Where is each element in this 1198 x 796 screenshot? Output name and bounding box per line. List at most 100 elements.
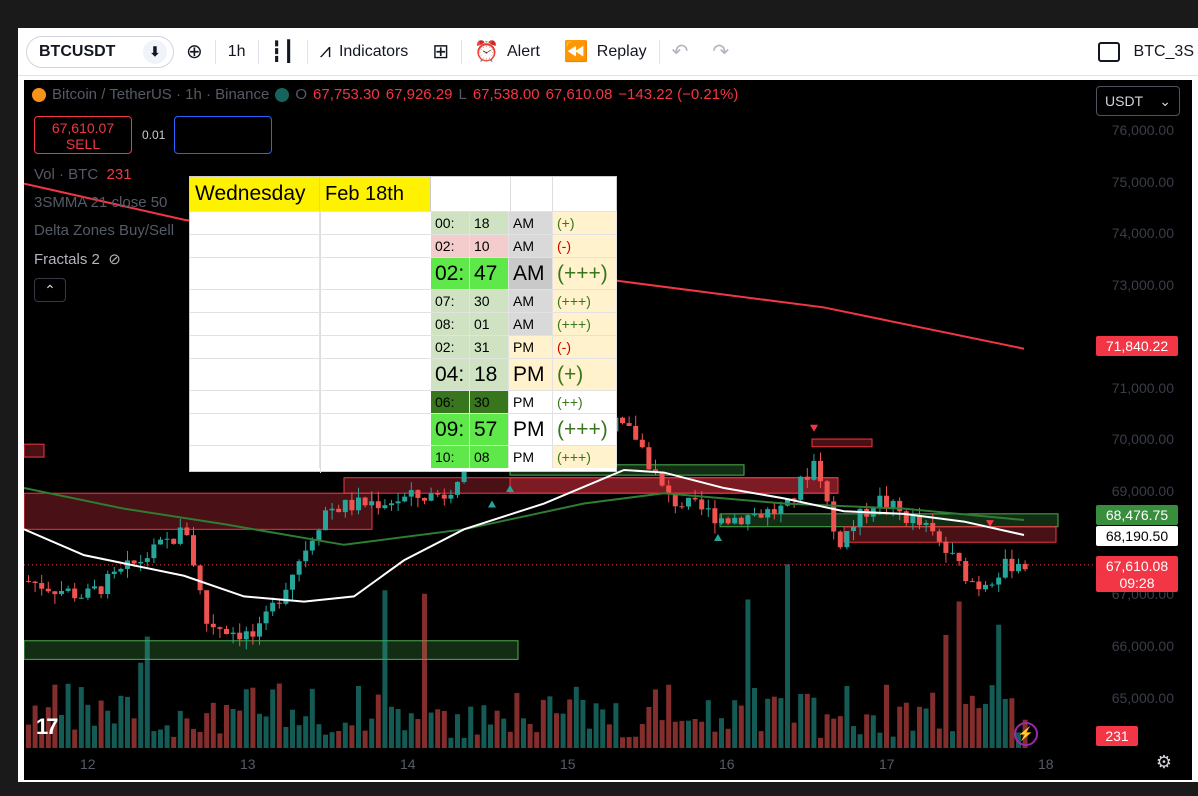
schedule-cell-m: 57 [470, 414, 509, 445]
candle-body [26, 580, 31, 582]
volume-bar [969, 695, 975, 748]
candle-body [356, 497, 361, 511]
price-tag-last: 67,610.08 [1096, 556, 1178, 576]
candle-body [745, 515, 751, 525]
volume-bar [547, 696, 553, 748]
sell-button[interactable]: 67,610.07 SELL [34, 116, 132, 154]
plus-circle-icon: ⊕ [186, 41, 203, 63]
volume-bar [85, 704, 91, 748]
lightning-icon[interactable]: ⚡ [1014, 722, 1038, 746]
schedule-cell-h: 02: [431, 258, 470, 289]
indicator-fractals[interactable]: Fractals 2 ⊘ [34, 250, 121, 268]
frame-left [0, 0, 18, 796]
candle-body [263, 611, 269, 624]
volume-bar [32, 705, 38, 748]
layout-checkbox[interactable] [1097, 42, 1120, 62]
candle-body [270, 602, 276, 612]
tradingview-logo-icon[interactable]: 17 [36, 714, 59, 739]
candle-body [111, 571, 117, 574]
volume-bar [811, 697, 817, 748]
redo-button[interactable]: ↷ [700, 28, 741, 76]
volume-bar [745, 599, 751, 748]
volume-bar [507, 731, 513, 748]
volume-bar [877, 732, 883, 748]
chart-pane[interactable]: Bitcoin / TetherUS · 1h · Binance O 67,75… [24, 80, 1192, 780]
alert-button[interactable]: ⏰ Alert [462, 28, 552, 76]
volume-bar [296, 725, 302, 748]
candle-body [976, 581, 982, 590]
volume-bar [342, 722, 348, 748]
candle-body [837, 531, 843, 548]
schedule-cell-s: (-) [553, 235, 617, 257]
blank-cell [190, 336, 320, 358]
settings-icon[interactable]: ⚙ [1155, 752, 1172, 772]
schedule-cell-h: 02: [431, 336, 470, 358]
schedule-blank-row [190, 413, 431, 445]
schedule-cell-p: AM [509, 290, 553, 312]
volume-bar [996, 624, 1002, 748]
volume-bar [257, 713, 262, 748]
candle-body [969, 581, 975, 583]
indicator-volume[interactable]: Vol · BTC 231 [34, 166, 132, 183]
blank-cell [190, 258, 320, 289]
table-date: Feb 18th [320, 177, 431, 211]
currency-select[interactable]: USDT ⌄ [1096, 86, 1180, 116]
sell-price: 67,610.07 [51, 120, 115, 136]
collapse-legend-button[interactable]: ⌃ [34, 278, 66, 302]
candle-body [184, 527, 190, 536]
grid-line [320, 211, 321, 473]
volume-bar [600, 709, 606, 748]
replay-button[interactable]: ⏪ Replay [552, 28, 659, 76]
indicator-delta-zones[interactable]: Delta Zones Buy/Sell [34, 222, 174, 239]
schedule-cell-h: 06: [431, 391, 470, 413]
volume-bar [587, 728, 592, 748]
y-tick: 66,000.00 [1111, 638, 1174, 654]
frame-bottom [0, 782, 1198, 796]
volume-bar [831, 718, 837, 748]
schedule-cell-s: (+) [553, 359, 617, 390]
volume-bar [501, 718, 507, 748]
symbol-search[interactable]: BTCUSDT ⬇ [26, 35, 174, 68]
candle-body [375, 501, 381, 509]
schedule-cell-p: AM [509, 258, 553, 289]
volume-bar [580, 700, 586, 748]
volume-bar [758, 731, 764, 748]
toolbar-right: BTC_3S [1097, 28, 1198, 76]
interval-button[interactable]: 1h [216, 28, 258, 76]
candle-body [983, 584, 988, 590]
templates-button[interactable]: ⊞ [420, 28, 461, 76]
volume-bar [217, 733, 223, 748]
download-icon[interactable]: ⬇ [143, 39, 167, 64]
volume-bar [639, 724, 645, 748]
candle-body [903, 511, 909, 524]
schedule-row: 04: 18 PM (+) [431, 358, 617, 390]
indicator-smma[interactable]: 3SMMA 21 close 50 [34, 194, 167, 211]
buy-button[interactable] [174, 116, 272, 154]
chart-type-button[interactable]: ┇┃ [259, 28, 307, 76]
rewind-icon: ⏪ [563, 41, 589, 63]
schedule-cell-h: 04: [431, 359, 470, 390]
candle-body [131, 560, 137, 564]
candle-body [639, 439, 645, 448]
indicators-button[interactable]: ⩘ Indicators [308, 28, 421, 76]
compare-button[interactable]: ⊕ [174, 28, 215, 76]
volume-bar [950, 731, 955, 748]
candle-body [791, 498, 797, 500]
candle-body [144, 558, 150, 562]
candle-body [204, 590, 210, 624]
layout-name[interactable]: BTC_3S [1133, 43, 1194, 60]
candle-body [230, 632, 236, 635]
symbol-legend: Bitcoin / TetherUS · 1h · Binance O 67,75… [32, 86, 738, 103]
undo-button[interactable]: ↶ [660, 28, 701, 76]
price-tag-green-ma: 68,476.75 [1096, 505, 1178, 525]
volume-bar [626, 737, 632, 748]
schedule-cell-p: PM [509, 446, 553, 468]
candle-body [237, 632, 243, 640]
candle-body [752, 514, 757, 516]
spread-value: 0.01 [142, 128, 166, 142]
volume-bar [804, 693, 810, 748]
volume-bar [870, 715, 876, 748]
candle-body [197, 565, 203, 591]
eye-off-icon[interactable]: ⊘ [108, 251, 121, 268]
volume-bar [389, 706, 394, 748]
